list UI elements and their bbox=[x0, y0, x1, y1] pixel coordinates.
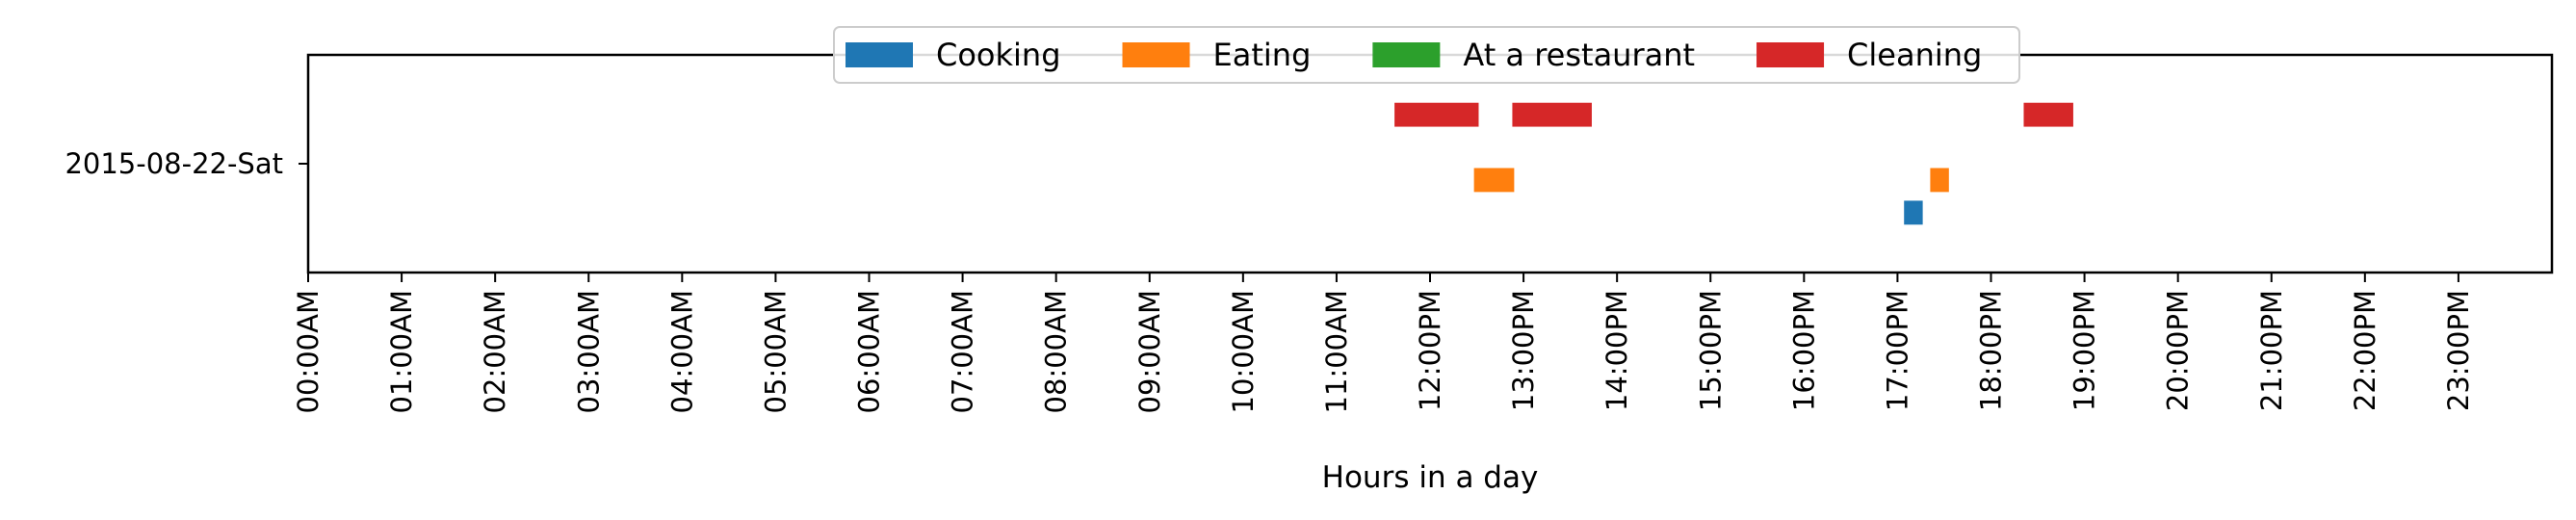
x-tick-label: 05:00AM bbox=[759, 290, 792, 413]
x-tick-label: 12:00PM bbox=[1414, 290, 1446, 411]
legend-label: Eating bbox=[1213, 37, 1312, 73]
x-tick-label: 16:00PM bbox=[1787, 290, 1820, 411]
x-tick-label: 08:00AM bbox=[1040, 290, 1073, 413]
x-tick-label: 19:00PM bbox=[2069, 290, 2101, 411]
x-tick-label: 04:00AM bbox=[665, 290, 698, 413]
y-tick-label: 2015-08-22-Sat bbox=[65, 147, 283, 180]
activity-bars bbox=[1394, 102, 2073, 225]
x-tick-label: 06:00AM bbox=[853, 290, 886, 413]
x-tick-label: 18:00PM bbox=[1975, 290, 2008, 411]
legend-label: Cooking bbox=[936, 37, 1061, 73]
x-tick-label: 23:00PM bbox=[2442, 290, 2475, 411]
activity-bar bbox=[1930, 168, 1949, 193]
x-tick-label: 09:00AM bbox=[1133, 290, 1166, 413]
x-tick-label: 17:00PM bbox=[1881, 290, 1913, 411]
activity-bar bbox=[1512, 102, 1592, 127]
x-tick-label: 00:00AM bbox=[292, 290, 325, 413]
x-tick-label: 13:00PM bbox=[1507, 290, 1540, 411]
x-tick-label: 01:00AM bbox=[385, 290, 418, 413]
x-axis-label: Hours in a day bbox=[1322, 460, 1539, 495]
legend-label: At a restaurant bbox=[1463, 37, 1695, 73]
plot-frame bbox=[306, 53, 2554, 274]
x-tick-label: 03:00AM bbox=[572, 290, 605, 413]
legend-swatch bbox=[1372, 42, 1441, 67]
legend-swatch bbox=[1122, 42, 1190, 67]
x-tick-label: 10:00AM bbox=[1227, 290, 1260, 413]
x-tick-label: 21:00PM bbox=[2255, 290, 2288, 411]
x-tick-label: 20:00PM bbox=[2162, 290, 2195, 411]
activity-bar bbox=[1904, 200, 1923, 225]
activity-bar bbox=[1473, 168, 1515, 193]
legend: Cooking Eating At a restaurant Cleaning bbox=[833, 26, 2020, 84]
x-tick-label: 22:00PM bbox=[2349, 290, 2381, 411]
x-tick-label: 02:00AM bbox=[479, 290, 511, 413]
activity-bar bbox=[1394, 102, 1479, 127]
x-tick-label: 14:00PM bbox=[1600, 290, 1633, 411]
legend-swatch bbox=[1756, 42, 1825, 67]
x-tick-label: 11:00AM bbox=[1320, 290, 1353, 413]
x-tick-label: 07:00AM bbox=[947, 290, 979, 413]
legend-swatch bbox=[846, 42, 913, 67]
x-tick-label: 15:00PM bbox=[1694, 290, 1727, 411]
axis-ticks: 00:00AM 01:00AM 02:00AM 03:00AM 04:00AM 05:00… bbox=[65, 147, 2474, 413]
legend-label: Cleaning bbox=[1847, 37, 1982, 73]
activity-bar bbox=[2023, 102, 2073, 127]
